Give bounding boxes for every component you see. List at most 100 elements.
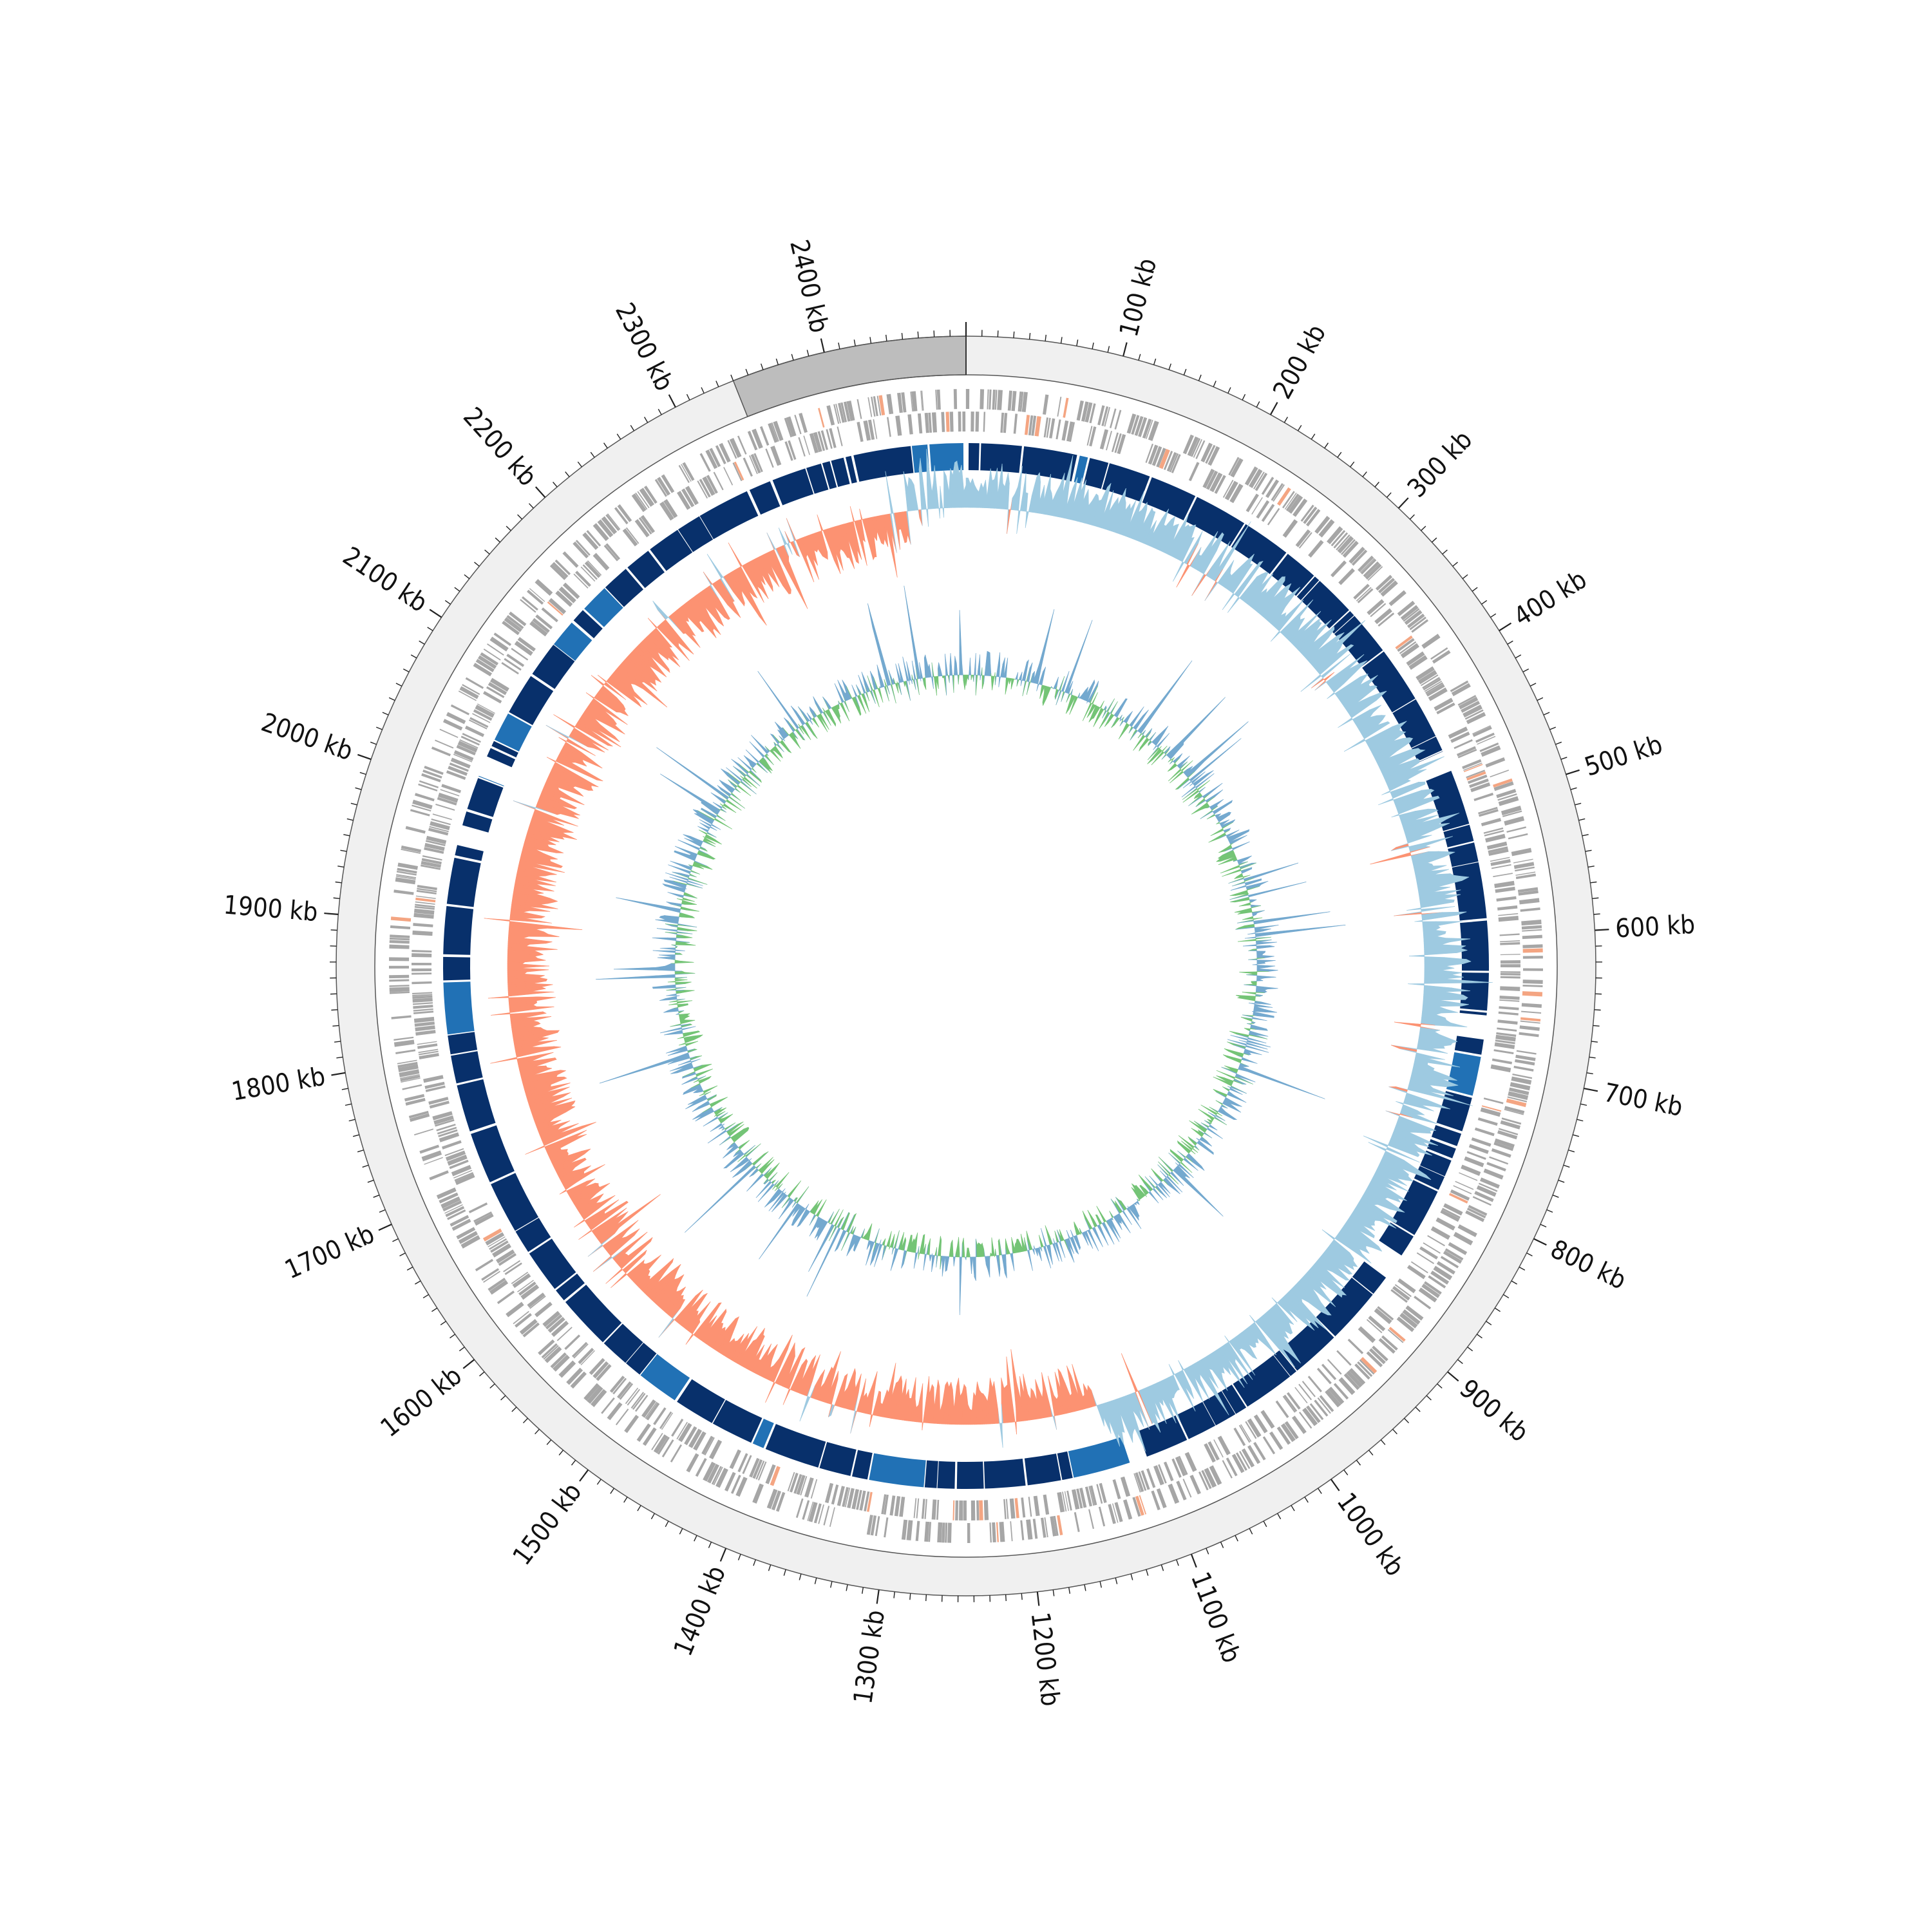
gene-feature xyxy=(640,515,656,533)
gene-feature xyxy=(543,1345,559,1360)
gene-feature xyxy=(1228,457,1240,476)
gene-feature xyxy=(1114,433,1122,453)
gene-feature xyxy=(1255,472,1268,491)
gene-feature xyxy=(715,445,726,464)
minor-tick xyxy=(1324,442,1329,449)
gene-feature xyxy=(417,1041,437,1045)
gene-feature xyxy=(446,770,466,780)
tick-label: 600 kb xyxy=(1615,910,1696,944)
major-tick xyxy=(1566,769,1580,775)
block-segment xyxy=(443,905,474,955)
gene-feature xyxy=(459,739,478,749)
gene-feature xyxy=(813,1503,822,1524)
gc-sample xyxy=(1124,711,1133,724)
gene-feature xyxy=(401,848,421,854)
gene-feature xyxy=(1478,806,1498,815)
gene-feature xyxy=(1009,1498,1016,1519)
gene-feature xyxy=(412,968,432,972)
gene-feature xyxy=(795,1498,804,1519)
gene-feature xyxy=(1359,558,1375,573)
block-segment xyxy=(478,775,504,786)
gene-feature xyxy=(412,953,432,958)
gc-sample xyxy=(1229,1030,1249,1037)
gene-feature xyxy=(1493,781,1514,790)
gene-feature xyxy=(802,1500,810,1520)
minor-tick xyxy=(1452,562,1458,567)
gene-feature xyxy=(586,530,601,547)
minor-tick xyxy=(1560,757,1567,760)
gene-feature xyxy=(400,1074,420,1079)
minor-tick xyxy=(1426,1395,1432,1401)
gc-sample xyxy=(751,735,769,753)
gene-feature xyxy=(1457,1224,1477,1238)
minor-tick xyxy=(1115,1577,1118,1584)
gene-feature xyxy=(1515,1054,1536,1061)
gene-feature xyxy=(1284,493,1297,510)
gene-feature xyxy=(415,901,435,905)
gene-feature xyxy=(1483,1097,1504,1104)
gene-feature xyxy=(432,1111,453,1121)
gc-sample xyxy=(764,1162,780,1178)
skew-sample xyxy=(1424,961,1472,965)
gene-feature xyxy=(704,1437,715,1455)
gene-feature xyxy=(682,462,695,481)
gene-feature xyxy=(439,1132,460,1142)
gc-sample xyxy=(1252,963,1265,965)
minor-tick xyxy=(1277,1513,1282,1520)
gc-sample xyxy=(919,662,925,685)
gene-feature xyxy=(1314,516,1331,534)
gene-feature xyxy=(562,582,580,600)
gene-feature xyxy=(1395,635,1413,650)
gc-sample xyxy=(822,696,831,710)
gc-sample xyxy=(682,1072,696,1079)
gene-feature xyxy=(451,1218,471,1231)
gene-feature xyxy=(444,1148,464,1157)
gene-feature xyxy=(663,499,678,518)
gene-feature xyxy=(723,467,734,486)
gene-feature xyxy=(729,1449,741,1470)
gene-feature xyxy=(1131,415,1140,435)
gene-feature xyxy=(619,1383,634,1400)
skew-sample xyxy=(961,464,965,508)
gene-feature xyxy=(1166,452,1177,472)
gene-feature xyxy=(1138,417,1148,437)
block-segment xyxy=(443,981,475,1035)
gene-feature xyxy=(1189,1475,1201,1495)
gene-feature xyxy=(901,392,907,413)
minor-tick xyxy=(623,1497,628,1503)
gene-feature xyxy=(1481,1105,1502,1112)
block-segment xyxy=(1021,446,1077,482)
gene-feature xyxy=(703,1461,716,1482)
gene-feature xyxy=(460,1235,480,1249)
gene-feature xyxy=(867,397,873,417)
gene-feature xyxy=(699,478,711,498)
gene-feature xyxy=(468,719,488,730)
minor-tick xyxy=(1573,1134,1580,1137)
gene-feature xyxy=(1490,1064,1511,1073)
gene-feature xyxy=(1089,403,1096,424)
gene-feature xyxy=(489,636,509,652)
gene-feature xyxy=(1139,1495,1147,1515)
minor-tick xyxy=(359,772,366,775)
gene-feature xyxy=(558,586,576,603)
gene-feature xyxy=(955,1500,959,1520)
block-segment xyxy=(937,1461,956,1489)
gene-feature xyxy=(870,1515,877,1536)
block-segment xyxy=(471,1125,515,1182)
minor-tick xyxy=(1593,1025,1600,1027)
skew-sample xyxy=(1424,963,1464,967)
minor-tick xyxy=(925,1595,927,1602)
gene-feature xyxy=(415,897,436,903)
gene-feature xyxy=(1353,583,1370,600)
gene-feature xyxy=(412,995,433,999)
skew-sample xyxy=(786,518,800,557)
gene-feature xyxy=(1517,887,1539,893)
minor-tick xyxy=(517,514,523,520)
block-segment xyxy=(677,1379,725,1423)
gene-feature xyxy=(395,877,416,885)
gene-feature xyxy=(1479,742,1499,752)
minor-tick xyxy=(1580,1103,1587,1106)
gene-feature xyxy=(1522,984,1543,987)
gene-feature xyxy=(1397,638,1415,652)
minor-tick xyxy=(337,866,345,868)
